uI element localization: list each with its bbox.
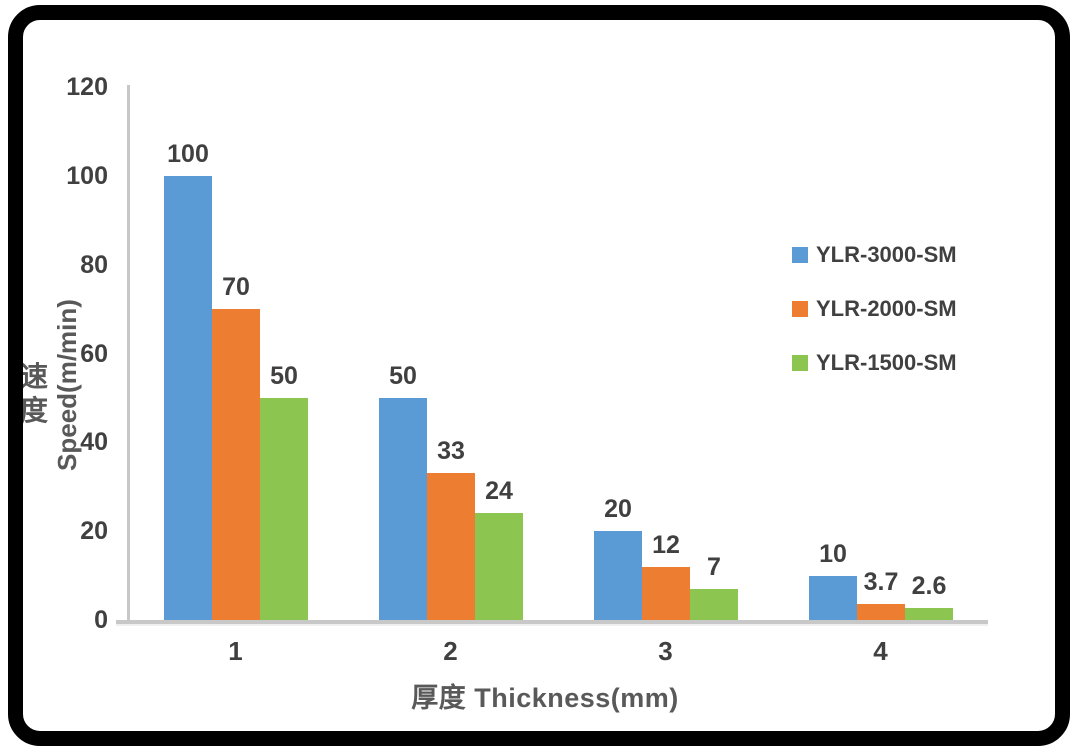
legend-label: YLR-3000-SM <box>816 242 957 267</box>
bar-value-label: 20 <box>604 495 632 523</box>
bar-YLR-2000-SM-thickness-2 <box>427 473 475 620</box>
bar-value-label: 2.6 <box>911 572 947 600</box>
bar-YLR-2000-SM-thickness-1 <box>212 309 260 620</box>
x-tick-label: 1 <box>228 636 243 666</box>
legend-swatch-icon <box>792 301 808 317</box>
legend-item-YLR-3000-SM: YLR-3000-SM <box>792 242 957 267</box>
bar-value-label: 12 <box>652 531 680 559</box>
y-tick-label: 20 <box>80 517 108 546</box>
bar-value-label: 3.7 <box>863 568 899 596</box>
bar-YLR-3000-SM-thickness-3 <box>594 531 642 620</box>
x-tick-label: 3 <box>658 636 673 666</box>
y-tick-label: 80 <box>80 250 108 279</box>
legend-item-YLR-2000-SM: YLR-2000-SM <box>792 296 957 321</box>
bar-value-label: 7 <box>707 553 721 581</box>
bar-YLR-3000-SM-thickness-2 <box>379 398 427 620</box>
bar-value-label: 70 <box>222 273 250 301</box>
bar-value-label: 33 <box>437 437 465 465</box>
bar-value-label: 24 <box>485 477 513 505</box>
x-axis-title: 厚度 Thickness(mm) <box>411 683 679 713</box>
legend-swatch-icon <box>792 247 808 263</box>
legend-label: YLR-1500-SM <box>816 350 957 375</box>
y-tick-label: 40 <box>80 428 108 457</box>
bar-YLR-1500-SM-thickness-1 <box>260 398 308 620</box>
bar-value-label: 50 <box>389 362 417 390</box>
legend-swatch-icon <box>792 355 808 371</box>
x-tick-label: 4 <box>873 636 888 666</box>
bar-YLR-2000-SM-thickness-4 <box>857 604 905 620</box>
legend-label: YLR-2000-SM <box>816 296 957 321</box>
bar-YLR-3000-SM-thickness-1 <box>164 176 212 620</box>
y-axis-title-chinese: 速度 <box>19 361 48 426</box>
bar-YLR-2000-SM-thickness-3 <box>642 567 690 620</box>
y-tick-label: 60 <box>80 339 108 368</box>
y-tick-label: 0 <box>94 606 108 634</box>
bar-value-label: 10 <box>819 540 847 568</box>
bar-YLR-1500-SM-thickness-3 <box>690 589 738 620</box>
y-tick-label: 100 <box>66 161 108 190</box>
bar-value-label: 50 <box>270 362 298 390</box>
bar-YLR-1500-SM-thickness-4 <box>905 608 953 620</box>
legend-item-YLR-1500-SM: YLR-1500-SM <box>792 350 957 375</box>
y-tick-label: 120 <box>66 73 108 101</box>
bar-YLR-3000-SM-thickness-4 <box>809 576 857 620</box>
x-tick-label: 2 <box>443 636 458 666</box>
x-axis-line <box>116 620 988 624</box>
bar-value-label: 100 <box>167 140 209 168</box>
y-axis-line <box>127 85 130 623</box>
bar-YLR-1500-SM-thickness-2 <box>475 513 523 620</box>
